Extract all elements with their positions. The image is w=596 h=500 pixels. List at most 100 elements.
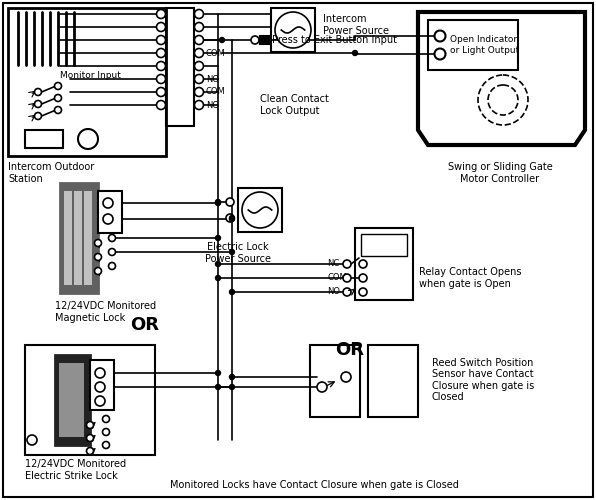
Circle shape [194, 22, 203, 32]
Circle shape [103, 214, 113, 224]
Circle shape [434, 30, 445, 42]
Polygon shape [418, 12, 585, 145]
Circle shape [86, 422, 94, 428]
Circle shape [194, 10, 203, 18]
Bar [355, 228, 413, 300]
Circle shape [108, 248, 116, 256]
Circle shape [27, 435, 37, 445]
Text: Intercom
Power Source: Intercom Power Source [323, 14, 389, 36]
Circle shape [343, 274, 351, 282]
Text: Swing or Sliding Gate
Motor Controller: Swing or Sliding Gate Motor Controller [448, 162, 552, 184]
Circle shape [194, 62, 203, 70]
Circle shape [35, 100, 42, 107]
Circle shape [216, 200, 221, 204]
Circle shape [35, 88, 42, 96]
Circle shape [194, 100, 203, 110]
Circle shape [251, 36, 259, 44]
Circle shape [341, 372, 351, 382]
Circle shape [157, 74, 166, 84]
Text: Intercom Outdoor
Station: Intercom Outdoor Station [8, 162, 94, 184]
Bar [98, 191, 122, 233]
Circle shape [194, 48, 203, 58]
Circle shape [317, 382, 327, 392]
Bar [84, 191, 92, 285]
Text: Clean Contact
Lock Output: Clean Contact Lock Output [260, 94, 329, 116]
Text: NO: NO [327, 288, 340, 296]
Bar [55, 355, 90, 445]
Circle shape [95, 382, 105, 392]
Circle shape [103, 428, 110, 436]
Circle shape [229, 216, 234, 222]
Bar [90, 360, 114, 410]
Circle shape [95, 268, 101, 274]
Text: Relay Contact Opens
when gate is Open: Relay Contact Opens when gate is Open [419, 267, 522, 289]
Circle shape [86, 434, 94, 442]
Circle shape [157, 48, 166, 58]
Text: Reed Switch Position
Sensor have Contact
Closure when gate is
Closed: Reed Switch Position Sensor have Contact… [432, 358, 534, 403]
Circle shape [108, 262, 116, 270]
Bar [59, 363, 84, 437]
Text: Monitor Input: Monitor Input [60, 70, 120, 80]
Text: NO: NO [206, 74, 219, 84]
Circle shape [488, 85, 518, 115]
Text: 12/24VDC Monitored
Magnetic Lock: 12/24VDC Monitored Magnetic Lock [55, 301, 156, 322]
Text: COM: COM [206, 88, 226, 96]
Bar [25, 345, 155, 455]
Text: Electric Lock
Power Source: Electric Lock Power Source [205, 242, 271, 264]
Bar [74, 191, 82, 285]
Circle shape [359, 288, 367, 296]
Circle shape [157, 88, 166, 96]
Circle shape [359, 260, 367, 268]
Bar [361, 234, 407, 256]
Text: Open Indicator
or Light Output: Open Indicator or Light Output [450, 36, 519, 54]
Circle shape [226, 214, 234, 222]
Circle shape [229, 374, 234, 380]
Circle shape [216, 200, 221, 205]
Circle shape [352, 50, 358, 56]
Bar [310, 345, 360, 417]
Bar [60, 183, 98, 293]
Circle shape [103, 198, 113, 208]
Circle shape [343, 288, 351, 296]
Circle shape [216, 236, 221, 240]
Circle shape [54, 94, 61, 102]
Bar [8, 8, 166, 156]
Circle shape [343, 260, 351, 268]
Circle shape [95, 240, 101, 246]
Circle shape [103, 442, 110, 448]
Circle shape [194, 36, 203, 44]
Circle shape [216, 370, 221, 376]
Circle shape [95, 368, 105, 378]
Circle shape [54, 106, 61, 114]
Circle shape [226, 198, 234, 206]
Bar [428, 20, 518, 70]
Bar [64, 191, 72, 285]
Circle shape [78, 129, 98, 149]
Text: Press to Exit Button Input: Press to Exit Button Input [272, 35, 397, 45]
Circle shape [108, 234, 116, 242]
Circle shape [229, 384, 234, 390]
Circle shape [359, 274, 367, 282]
Circle shape [229, 216, 234, 220]
Circle shape [242, 192, 278, 228]
Text: COM: COM [206, 48, 226, 58]
Bar [271, 8, 315, 52]
Text: Monitored Locks have Contact Closure when gate is Closed: Monitored Locks have Contact Closure whe… [170, 480, 459, 490]
Circle shape [157, 10, 166, 18]
Circle shape [35, 112, 42, 119]
Bar [238, 188, 282, 232]
Text: OR: OR [131, 316, 160, 334]
Text: OR: OR [336, 341, 365, 359]
Circle shape [275, 12, 311, 48]
Circle shape [194, 88, 203, 96]
Circle shape [157, 100, 166, 110]
Bar [260, 36, 269, 44]
Circle shape [103, 416, 110, 422]
Circle shape [434, 48, 445, 60]
Circle shape [157, 22, 166, 32]
Text: 12/24VDC Monitored
Electric Strike Lock: 12/24VDC Monitored Electric Strike Lock [25, 459, 126, 480]
Text: COM: COM [327, 274, 347, 282]
Circle shape [54, 82, 61, 89]
Circle shape [219, 38, 225, 43]
Text: NC: NC [206, 100, 218, 110]
